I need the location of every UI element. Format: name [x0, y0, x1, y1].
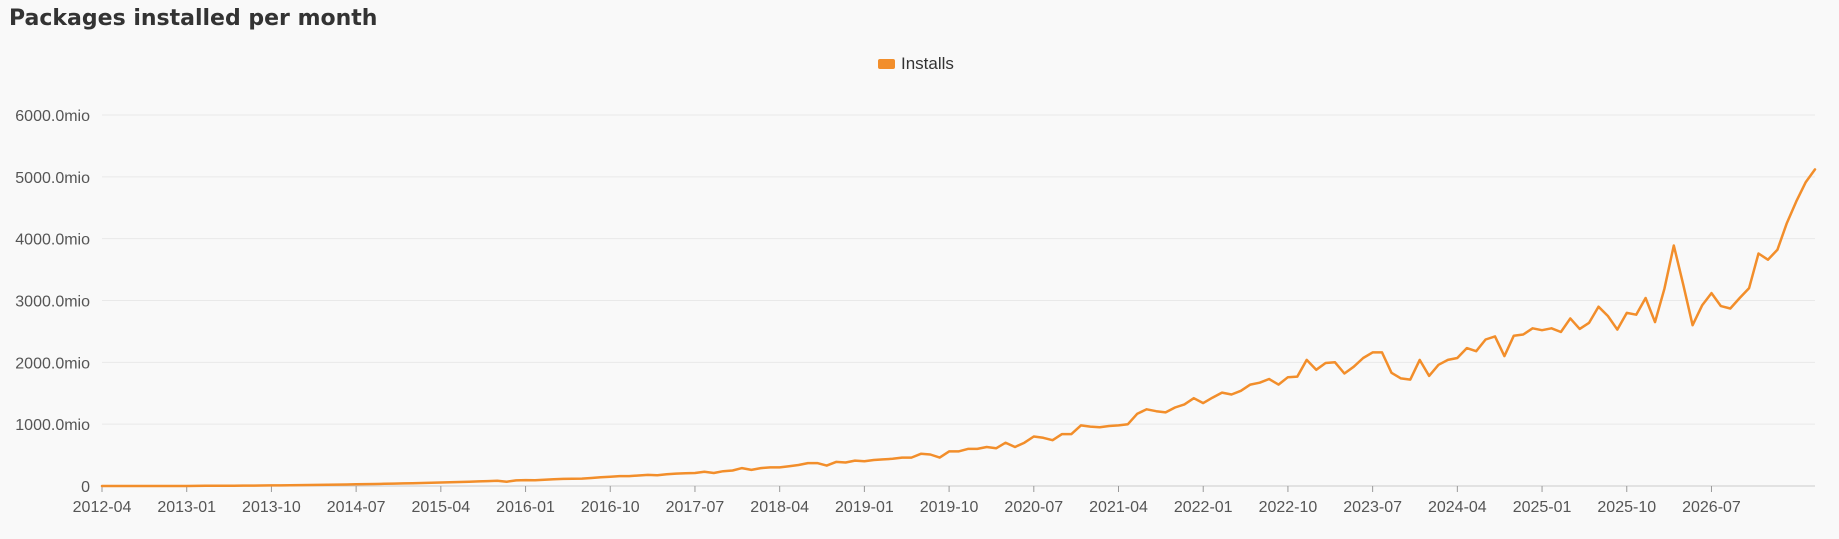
- series-layer: [100, 168, 1817, 488]
- x-tick-label: 2014-07: [327, 499, 386, 516]
- y-tick-label: 6000.0mio: [15, 108, 90, 125]
- y-tick-label: 0: [81, 479, 90, 496]
- x-tick-label: 2019-01: [835, 499, 894, 516]
- chart-title: Packages installed per month: [9, 6, 378, 31]
- y-tick-label: 4000.0mio: [15, 232, 90, 249]
- legend-swatch: [878, 59, 895, 69]
- x-tick-label: 2013-10: [242, 499, 301, 516]
- x-tick-label: 2012-04: [73, 499, 132, 516]
- y-axis-ticks: 0 1000.0mio 2000.0mio 3000.0mio 4000.0mio 500…: [15, 108, 90, 496]
- x-tick-label: 2021-04: [1089, 499, 1148, 516]
- y-tick-label: 1000.0mio: [15, 417, 90, 434]
- x-tick-label: 2025-01: [1513, 499, 1572, 516]
- x-tick-label: 2016-01: [496, 499, 555, 516]
- y-tick-label: 3000.0mio: [15, 294, 90, 311]
- x-tick-label: 2013-01: [157, 499, 216, 516]
- x-tick-label: 2015-04: [411, 499, 470, 516]
- series-line-installs[interactable]: [100, 168, 1817, 488]
- x-tick-label: 2020-07: [1004, 499, 1063, 516]
- x-tick-label: 2018-04: [750, 499, 809, 516]
- x-tick-label: 2016-10: [581, 499, 640, 516]
- legend[interactable]: Installs: [878, 54, 954, 74]
- y-tick-label: 5000.0mio: [15, 170, 90, 187]
- legend-label: Installs: [901, 54, 954, 73]
- x-tick-label: 2022-01: [1174, 499, 1233, 516]
- x-tick-label: 2025-10: [1597, 499, 1656, 516]
- x-tick-label: 2023-07: [1343, 499, 1402, 516]
- y-tick-label: 2000.0mio: [15, 355, 90, 372]
- x-tick-label: 2017-07: [666, 499, 725, 516]
- x-tick-label: 2019-10: [920, 499, 979, 516]
- x-tick-label: 2026-07: [1682, 499, 1741, 516]
- x-axis-ticks: 2012-04 2013-01 2013-10 2014-07 2015-04 2016-…: [73, 486, 1741, 516]
- x-tick-label: 2022-10: [1259, 499, 1318, 516]
- x-tick-label: 2024-04: [1428, 499, 1487, 516]
- gridlines: [102, 114, 1815, 487]
